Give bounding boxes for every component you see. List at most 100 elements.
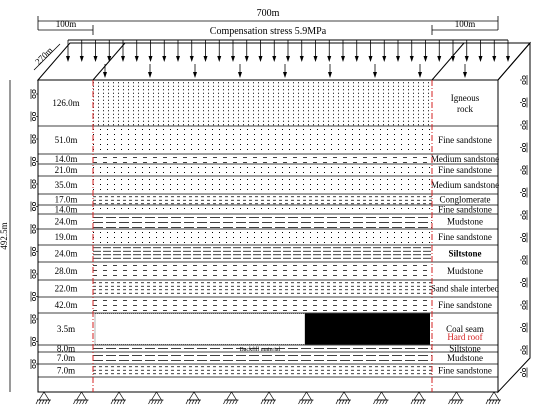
pin-support bbox=[298, 391, 314, 405]
load-arrow bbox=[66, 40, 70, 62]
layer-name: Conglomerate bbox=[440, 195, 491, 205]
layer-thickness: 24.0m bbox=[55, 217, 78, 227]
load-arrow bbox=[162, 40, 167, 62]
load-arrow bbox=[283, 64, 287, 78]
load-arrow bbox=[437, 40, 442, 62]
roller-support bbox=[30, 156, 38, 167]
layer-hatch bbox=[93, 128, 432, 151]
roller-support bbox=[30, 336, 38, 347]
pin-support bbox=[448, 391, 464, 405]
layer-name: Fine sandstone bbox=[438, 135, 492, 145]
stratum-layer: 17.0m Conglomerate bbox=[38, 195, 498, 206]
layer-thickness: 35.0m bbox=[55, 180, 78, 190]
stratum-layer: 7.0m Fine sandstone bbox=[38, 366, 498, 378]
backfill-label: Backfill material bbox=[240, 346, 281, 353]
load-arrow bbox=[121, 40, 125, 62]
stratum-layer: 51.0m Fine sandstone bbox=[38, 128, 498, 155]
pin-support bbox=[35, 391, 51, 405]
load-arrow bbox=[93, 40, 98, 62]
load-arrow bbox=[286, 40, 290, 62]
load-arrow bbox=[451, 40, 455, 62]
pin-support bbox=[335, 391, 351, 405]
stratum-layer: 42.0m Fine sandstone bbox=[38, 300, 498, 314]
load-arrow bbox=[464, 40, 469, 62]
stratum-layer: 24.0m Mudstone bbox=[38, 217, 498, 230]
layer-hatch bbox=[93, 355, 432, 361]
load-arrow bbox=[238, 64, 242, 78]
roller-support bbox=[30, 269, 38, 279]
layer-hatch bbox=[93, 196, 432, 205]
roller-support bbox=[30, 224, 38, 234]
load-arrow bbox=[328, 64, 332, 78]
load-arrow bbox=[423, 40, 428, 62]
roller-support bbox=[520, 142, 528, 153]
roller-support bbox=[520, 322, 528, 333]
load-arrow bbox=[244, 40, 249, 62]
load-arrow bbox=[327, 40, 332, 62]
load-arrow bbox=[463, 64, 467, 78]
layer-hatch bbox=[93, 82, 432, 126]
layer-hatch bbox=[93, 157, 432, 163]
layer-thickness: 24.0m bbox=[55, 249, 78, 259]
top-edge-inner-left bbox=[92, 42, 126, 81]
pin-support bbox=[410, 391, 426, 405]
load-arrow bbox=[203, 40, 208, 62]
left-boundary-label: 100m bbox=[56, 19, 77, 29]
load-arrows bbox=[66, 39, 510, 78]
stratum-layer: 19.0m Fine sandstone bbox=[38, 231, 498, 246]
layer-thickness: 7.0m bbox=[57, 353, 75, 363]
load-arrow bbox=[373, 64, 377, 78]
pin-support bbox=[373, 391, 389, 405]
layer-thickness: 126.0m bbox=[52, 98, 79, 108]
load-arrow bbox=[189, 40, 194, 62]
layer-thickness: 42.0m bbox=[55, 300, 78, 310]
roller-support bbox=[520, 300, 528, 310]
layer-name: rock bbox=[457, 104, 473, 114]
layer-hatch bbox=[93, 166, 432, 174]
coal-seam-block bbox=[305, 313, 430, 345]
total-width-label: 700m bbox=[257, 8, 280, 19]
layer-hatch bbox=[93, 178, 432, 191]
load-arrow bbox=[231, 40, 235, 62]
load-arrow bbox=[193, 64, 197, 78]
layer-hatch bbox=[93, 247, 432, 259]
layer-name: Fine sandstone bbox=[438, 165, 492, 175]
layer-name: Mudstone bbox=[447, 266, 483, 276]
roller-support bbox=[30, 359, 38, 369]
layer-name: Fine sandstone bbox=[438, 232, 492, 242]
roller-support bbox=[30, 314, 38, 324]
stratum-layer: 7.0m Mudstone bbox=[38, 353, 498, 365]
pin-support bbox=[110, 391, 126, 405]
layer-thickness: 51.0m bbox=[55, 135, 78, 145]
load-label: Compensation stress 5.9MPa bbox=[210, 26, 327, 37]
pin-support bbox=[485, 391, 501, 405]
depth-label: 270m bbox=[33, 45, 55, 67]
stratum-layer: 14.0m Medium sandstone bbox=[38, 154, 499, 165]
load-arrow bbox=[341, 40, 345, 62]
roller-support bbox=[520, 187, 528, 198]
layer-hatch bbox=[93, 366, 432, 375]
stratum-layer: 3.5m Coal seam bbox=[38, 313, 498, 346]
pin-support bbox=[185, 391, 201, 405]
load-arrow bbox=[103, 64, 107, 78]
layer-name: Siltstone bbox=[448, 249, 481, 259]
roller-support bbox=[520, 255, 528, 265]
roller-support bbox=[30, 89, 38, 99]
pin-support bbox=[148, 391, 164, 405]
layer-name: Fine sandstone bbox=[438, 300, 492, 310]
load-arrow bbox=[107, 40, 112, 62]
top-edge-inner-right bbox=[431, 42, 465, 81]
roller-support bbox=[30, 201, 38, 212]
load-arrow bbox=[148, 64, 152, 78]
load-arrow bbox=[418, 64, 422, 78]
height-label: 492.5m bbox=[0, 222, 9, 249]
stratum-layer: 22.0m Sand shale interbed bbox=[38, 282, 499, 298]
pin-support bbox=[223, 391, 239, 405]
roller-support bbox=[520, 345, 528, 355]
bottom-supports bbox=[35, 391, 501, 405]
roller-support bbox=[520, 75, 528, 85]
load-arrow bbox=[217, 40, 222, 62]
layer-thickness: 7.0m bbox=[57, 366, 75, 376]
